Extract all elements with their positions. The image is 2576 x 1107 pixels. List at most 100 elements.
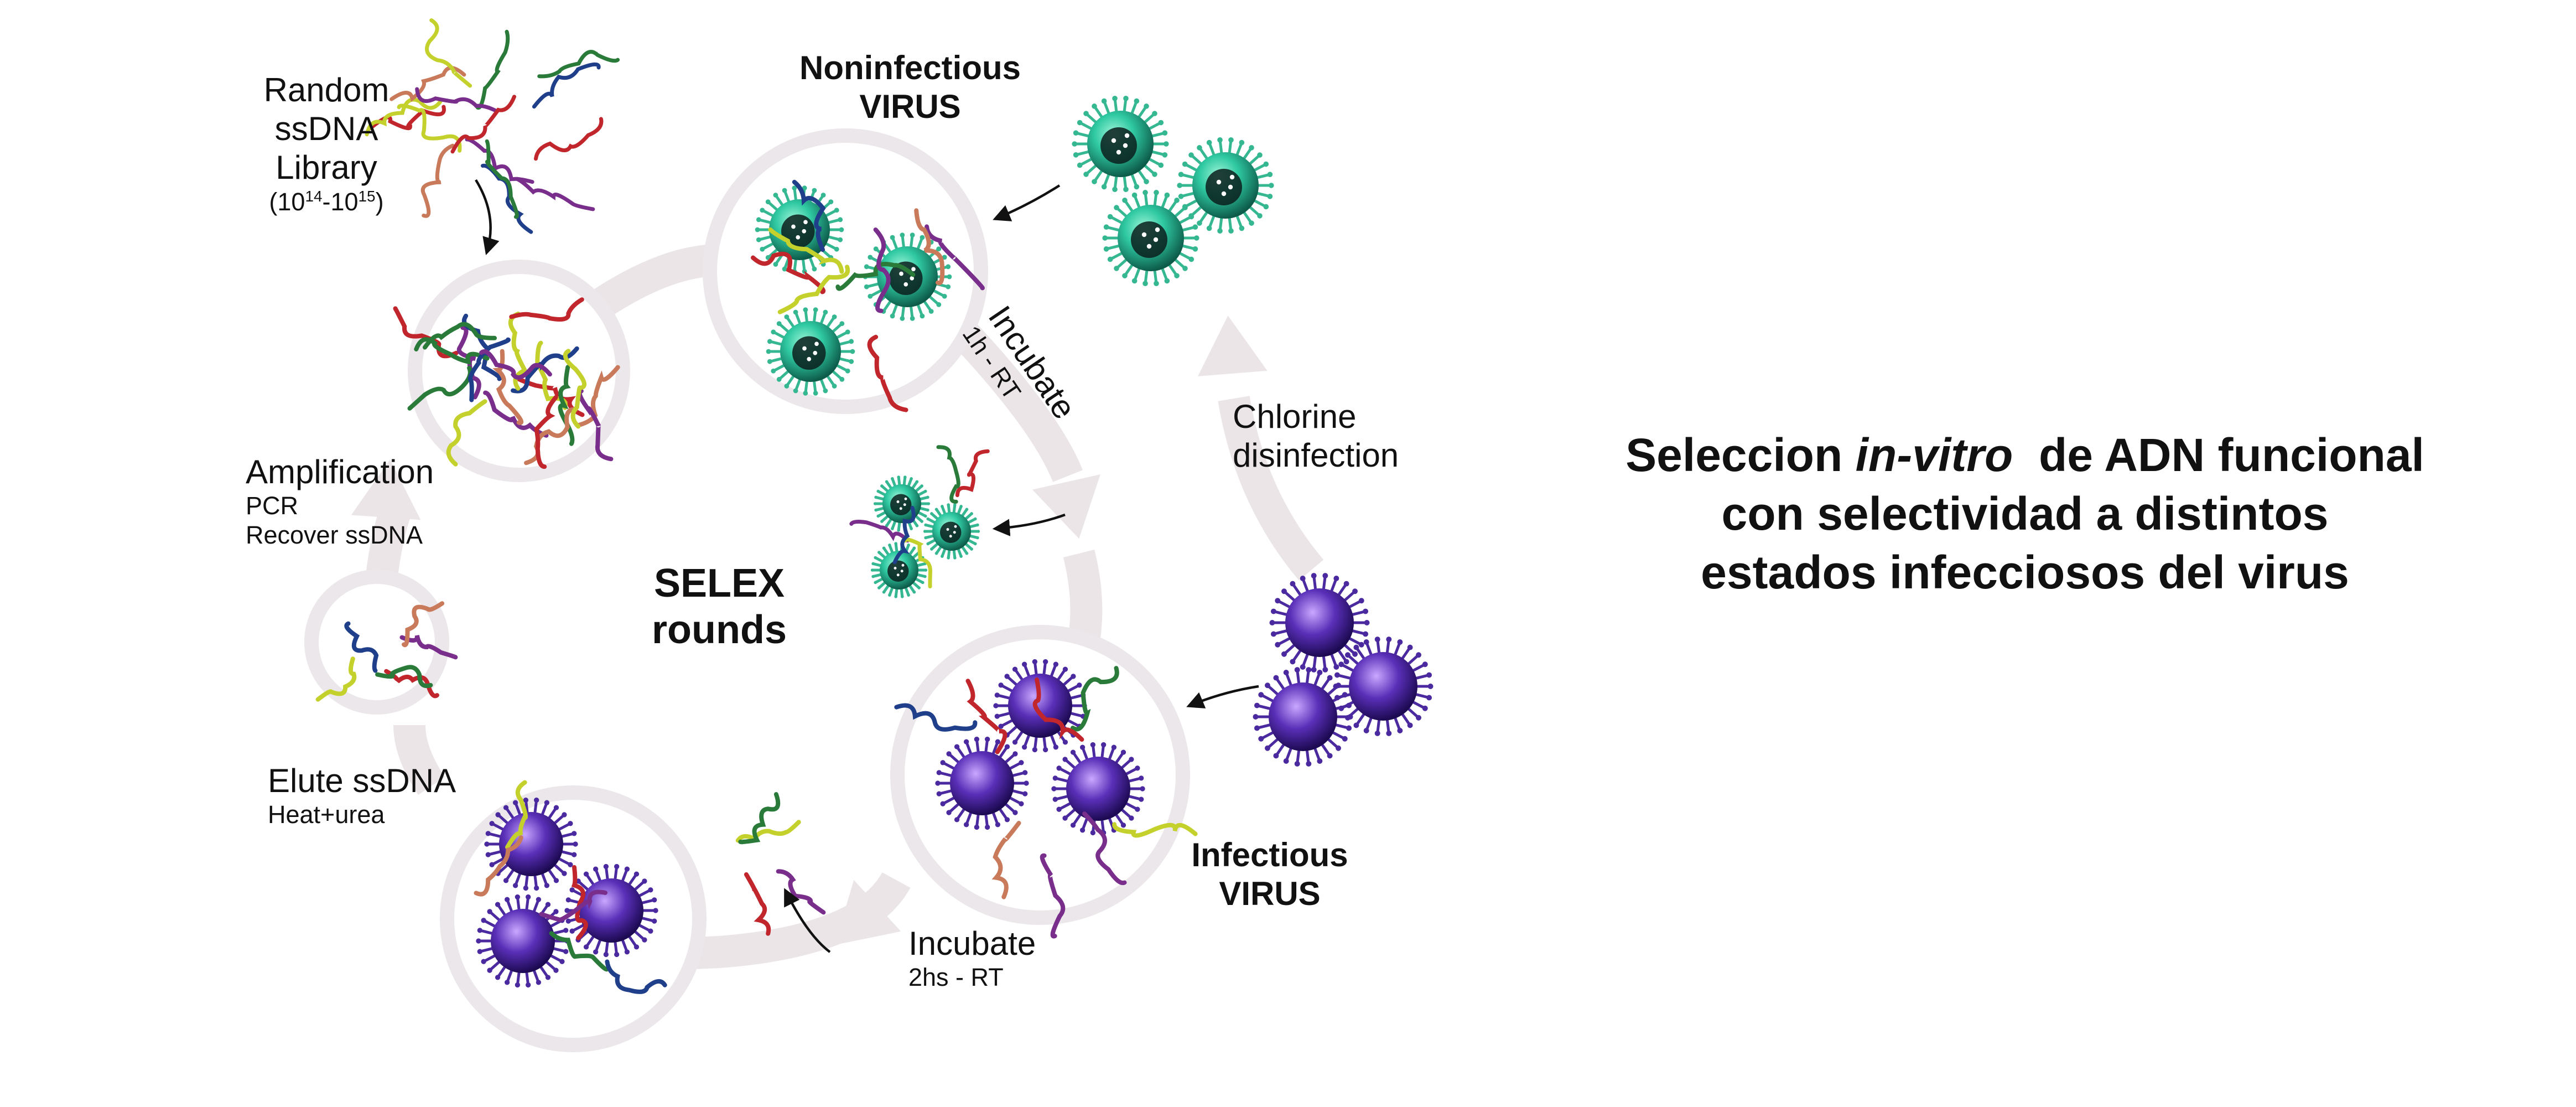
virus-spike-tip — [1311, 666, 1317, 673]
virus-spike-tip — [1294, 667, 1300, 673]
virus-core — [1206, 169, 1242, 205]
virus-spike-tip — [485, 852, 491, 857]
virus-spike-tip — [1342, 692, 1348, 698]
selex-rounds-label: SELEX rounds — [625, 560, 813, 653]
virus-spike-tip — [1422, 705, 1428, 711]
virus-spike-tip — [1257, 152, 1263, 158]
virus-spike-tip — [1407, 644, 1413, 650]
virus-spike-tip — [562, 812, 567, 818]
library-strand — [479, 349, 552, 380]
virus-highlight — [903, 282, 908, 287]
library-strand — [483, 390, 549, 438]
virus-spike-tip — [1188, 152, 1194, 158]
random-library-strand — [485, 139, 519, 219]
virus-highlight — [901, 563, 905, 567]
selex-label-line2: rounds — [652, 608, 787, 653]
virus-spike-tip — [820, 193, 826, 198]
virus-spike-tip — [874, 556, 877, 560]
virus-spike-tip — [476, 938, 481, 944]
virus-highlight — [900, 570, 903, 573]
random-library-strand — [465, 137, 534, 184]
virus-spike-tip — [773, 193, 778, 198]
incubate-2h-detail: 2hs - RT — [908, 963, 1004, 992]
noninfectious-circle-strand — [925, 224, 985, 291]
virus-spike-tip — [935, 780, 941, 786]
virus-spike-tip — [782, 266, 787, 272]
virus-spike-tip — [1135, 806, 1140, 812]
virus-spike-tip — [965, 508, 969, 511]
virus-spike-tip — [876, 489, 880, 493]
virus-highlight — [1141, 232, 1147, 237]
virus-spike-tip — [897, 475, 900, 479]
infectious-virus-particle — [1269, 573, 1370, 673]
virus-spike-tip — [849, 339, 854, 344]
virus-spike-tip — [603, 863, 609, 870]
virus-spike-tip — [923, 489, 927, 493]
virus-spike-tip — [942, 293, 947, 299]
virus-spike-tip — [1120, 749, 1126, 755]
virus-spike-tip — [1427, 684, 1434, 689]
virus-spike-tip — [890, 313, 895, 319]
virus-spike-tip — [1300, 576, 1306, 581]
virus-spike-tip — [1107, 214, 1113, 220]
virus-spike-tip — [1346, 702, 1352, 708]
virus-spike-tip — [873, 246, 879, 252]
arrow-head-chlorine — [1198, 315, 1268, 376]
virus-spike-tip — [568, 821, 573, 826]
virus-spike-tip — [954, 817, 960, 823]
virus-spike-tip — [973, 542, 977, 546]
library-size-range: (1014-1015) — [269, 187, 384, 216]
virus-spike-tip — [965, 551, 969, 555]
virus-spike-tip — [1090, 830, 1095, 836]
virus-spike-tip — [1129, 815, 1134, 821]
noninfectious-virus-label: Noninfectious VIRUS — [714, 49, 1107, 126]
virus-spike-tip — [1281, 588, 1287, 594]
random-library-strand — [420, 143, 455, 218]
virus-spike-tip — [767, 339, 772, 344]
infectious-virus-particle — [1333, 637, 1434, 736]
virus-capsid — [950, 751, 1014, 815]
virus-core — [792, 336, 826, 370]
virus-spike-tip — [1103, 246, 1109, 252]
virus-spike-tip — [834, 246, 839, 252]
virus-highlight — [807, 356, 812, 361]
virus-spike-tip — [926, 542, 930, 546]
virus-spike-tip — [912, 590, 916, 594]
library-label-line3: Library — [276, 149, 377, 187]
virus-spike-tip — [994, 692, 1000, 698]
virus-spike-tip — [839, 321, 845, 327]
virus-spike-tip — [1043, 659, 1048, 665]
virus-spike-tip — [573, 841, 578, 847]
noninfectious-circle-strand — [873, 227, 891, 313]
virus-spike-tip — [890, 235, 895, 240]
virus-spike-tip — [1107, 256, 1113, 262]
virus-spike-tip — [1397, 728, 1403, 733]
virus-highlight — [896, 500, 900, 503]
virus-spike-tip — [1062, 815, 1068, 821]
virus-spike-tip — [792, 185, 797, 191]
virus-spike-tip — [1269, 620, 1275, 625]
infectious-virus-particle — [1051, 742, 1145, 836]
chlorine-label-line2: disinfection — [1233, 437, 1399, 474]
virus-spike-tip — [1188, 214, 1194, 220]
incubate-2h-label: Incubate 2hs - RT — [908, 924, 1036, 992]
virus-spike-tip — [624, 866, 630, 872]
pointer-noninfectious-to-circle — [993, 184, 1061, 221]
virus-spike-tip — [1322, 666, 1328, 673]
virus-spike-tip — [1269, 183, 1274, 188]
virus-spike-tip — [1043, 747, 1048, 753]
virus-spike-tip — [1317, 758, 1323, 764]
virus-spike-tip — [572, 852, 577, 857]
noninfectious-circle-strand — [914, 208, 945, 286]
infectious-circle-strand — [1082, 811, 1127, 886]
virus-spike-tip — [876, 514, 880, 518]
virus-spike-tip — [1197, 220, 1202, 226]
virus-core — [940, 521, 962, 543]
virus-highlight — [904, 497, 907, 500]
title-line2: con selectividad a distintos — [1721, 487, 2329, 540]
virus-spike-tip — [874, 508, 877, 512]
virus-spike-tip — [1228, 137, 1234, 143]
virus-spike-tip — [877, 551, 881, 554]
virus-spike-tip — [545, 975, 551, 980]
